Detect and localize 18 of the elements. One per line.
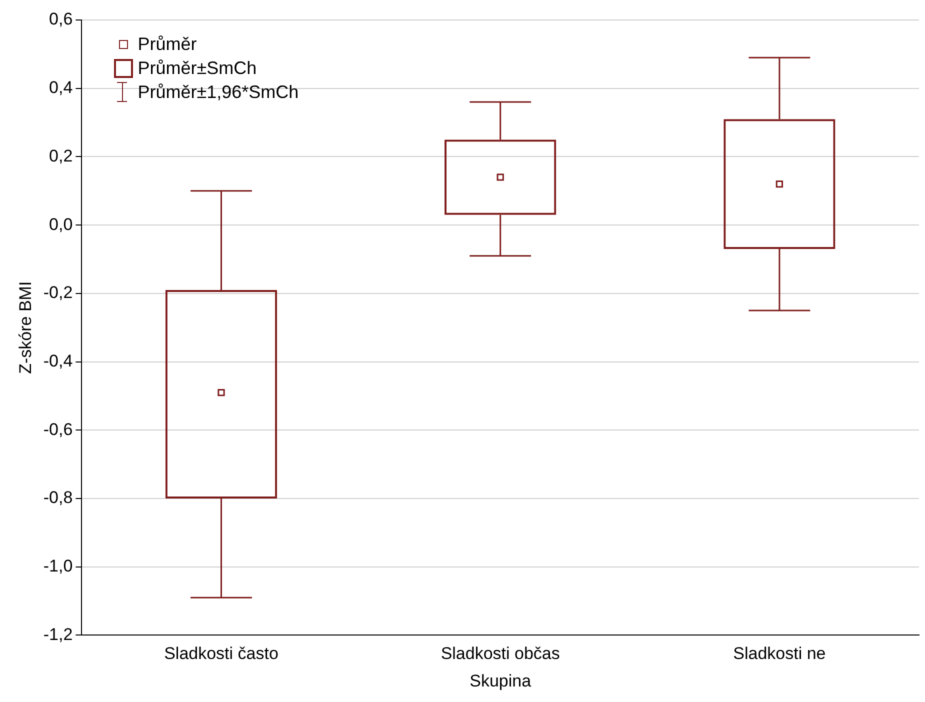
x-tick-label: Sladkosti často <box>164 644 278 664</box>
y-tick-label: 0,4 <box>49 78 73 98</box>
y-tick-label: -1,0 <box>43 556 73 576</box>
x-tick-label: Sladkosti občas <box>440 644 560 664</box>
annotation: Průměr <box>138 34 197 54</box>
y-tick-label: -0,2 <box>43 283 73 302</box>
y-tick-label: -1,2 <box>43 624 73 644</box>
annotation: Průměr±1,96*SmCh <box>138 82 299 102</box>
y-tick-label: 0,0 <box>49 214 73 234</box>
y-axis-title: Z-skóre BMI <box>16 281 35 374</box>
y-tick-label: -0,6 <box>43 420 73 439</box>
y-tick-label: 0,2 <box>49 146 73 166</box>
y-tick-label: 0,6 <box>49 10 73 29</box>
x-axis-title: Skupina <box>470 671 532 690</box>
y-tick-label: -0,8 <box>43 488 73 508</box>
annotation: Průměr±SmCh <box>138 58 257 78</box>
x-tick-label: Sladkosti ne <box>733 644 826 664</box>
y-tick-label: -0,4 <box>43 351 73 370</box>
